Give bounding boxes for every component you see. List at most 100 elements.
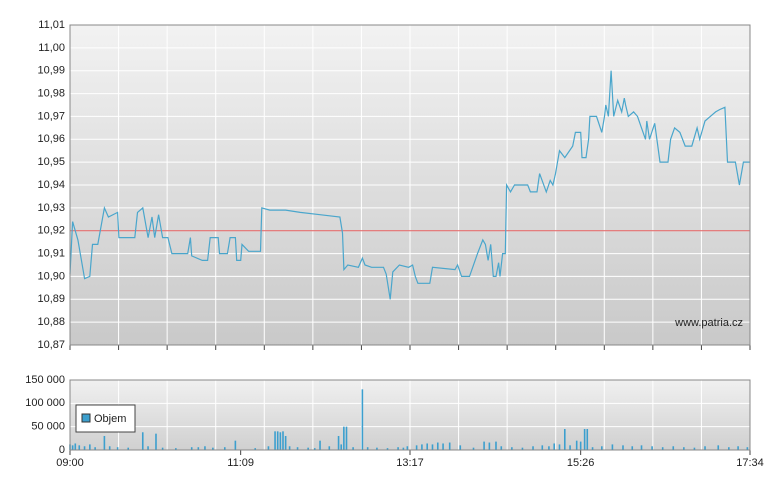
volume-bar — [683, 447, 685, 450]
volume-bar — [161, 447, 164, 450]
y-tick-label: 10,93 — [37, 202, 65, 214]
volume-bar — [234, 440, 237, 450]
x-tick-label: 13:17 — [396, 457, 424, 469]
volume-bar — [661, 447, 664, 450]
y-tick-label: 10,89 — [37, 293, 65, 305]
volume-bar — [672, 446, 675, 450]
volume-bar — [442, 443, 444, 450]
volume-bar — [548, 446, 550, 450]
volume-bar — [586, 429, 589, 450]
volume-bar — [204, 446, 206, 450]
volume-bar — [223, 447, 226, 450]
y-tick-label: 10,88 — [37, 316, 65, 328]
panel-border — [69, 379, 751, 451]
volume-bar — [406, 446, 409, 450]
price-line — [69, 70, 750, 300]
volume-bar — [74, 443, 77, 450]
volume-bar — [343, 426, 345, 450]
volume-bar — [532, 446, 534, 450]
volume-bar — [279, 432, 282, 450]
volume-bar — [274, 431, 276, 450]
volume-bar — [83, 446, 86, 450]
y-tick-label: 11,01 — [38, 19, 65, 31]
volume-bar — [267, 446, 270, 450]
volume-bar — [127, 447, 130, 450]
volume-bar — [340, 444, 343, 450]
volume-bar — [366, 447, 369, 450]
volume-bar — [415, 445, 418, 450]
y-tick-label: 10,91 — [37, 247, 65, 259]
legend-swatch — [81, 413, 91, 423]
y-tick-label: 10,90 — [37, 270, 65, 282]
volume-bar — [459, 445, 462, 450]
volume-bar — [746, 447, 749, 450]
volume-bar — [569, 445, 571, 450]
y-tick-label: 50 000 — [31, 421, 65, 433]
volume-bar — [704, 446, 706, 450]
volume-bar — [103, 436, 106, 450]
plot-layer: 10,87 10,88 10,89 10,90 10,91 10,92 10,93 10,94… — [25, 19, 764, 469]
y-tick-label: 10,98 — [37, 87, 65, 99]
volume-bar — [175, 448, 177, 450]
volume-bar — [488, 442, 491, 450]
y-tick-label: 10,87 — [37, 339, 65, 351]
volume-bar — [352, 447, 354, 450]
volume-bar — [397, 447, 399, 450]
x-tick-label: 11:09 — [227, 457, 254, 469]
volume-bar — [284, 436, 287, 450]
volume-bar — [737, 446, 739, 450]
y-tick-label: 10,92 — [37, 225, 65, 237]
volume-bar — [431, 444, 434, 450]
volume-bar — [402, 447, 405, 450]
y-tick-label: 0 — [59, 444, 65, 456]
volume-bar — [651, 446, 653, 450]
volume-bar — [436, 442, 439, 450]
volume-bar — [78, 445, 81, 450]
volume-bar — [426, 443, 428, 450]
y-tick-label: 11,00 — [38, 42, 65, 54]
volume-bar — [376, 447, 378, 450]
volume-bar — [583, 429, 586, 450]
volume-bar — [472, 447, 475, 450]
volume-bar — [386, 448, 389, 450]
panel-border — [69, 24, 751, 346]
volume-bar — [579, 441, 582, 450]
x-tick-label: 17:34 — [736, 457, 764, 469]
volume-bar — [328, 446, 331, 450]
volume-bar — [558, 444, 561, 450]
volume-bar — [155, 433, 157, 450]
volume-bar — [89, 444, 91, 450]
volume-bar — [197, 447, 200, 450]
volume-bar — [307, 447, 309, 450]
volume-bar — [591, 447, 594, 450]
volume-bar — [254, 448, 257, 450]
volume-bar — [640, 445, 643, 450]
volume-bar — [483, 441, 485, 450]
volume-bar — [276, 431, 279, 450]
volume-bar — [421, 444, 423, 450]
watermark: www.patria.cz — [674, 317, 743, 329]
volume-bar — [553, 443, 556, 450]
volume-bar — [361, 389, 364, 450]
volume-bar — [575, 440, 578, 450]
volume-bar — [611, 444, 614, 450]
volume-bar — [521, 447, 524, 450]
legend-label: Objem — [94, 413, 126, 425]
volume-bar — [212, 447, 214, 450]
volume-bar — [147, 446, 149, 450]
y-tick-label: 10,95 — [37, 156, 65, 168]
volume-bar — [631, 446, 634, 450]
volume-bar — [717, 445, 720, 450]
volume-bar — [282, 431, 284, 450]
volume-bar — [319, 440, 321, 450]
volume-bar — [448, 442, 451, 450]
volume-bar — [345, 426, 348, 450]
y-tick-label: 150 000 — [25, 374, 65, 386]
volume-bar — [511, 447, 513, 450]
volume-bar — [541, 445, 544, 450]
y-tick-label: 10,94 — [37, 179, 65, 191]
volume-bar — [71, 445, 74, 450]
volume-bar — [693, 447, 696, 450]
volume-bar — [563, 429, 566, 450]
volume-bar — [141, 432, 144, 450]
